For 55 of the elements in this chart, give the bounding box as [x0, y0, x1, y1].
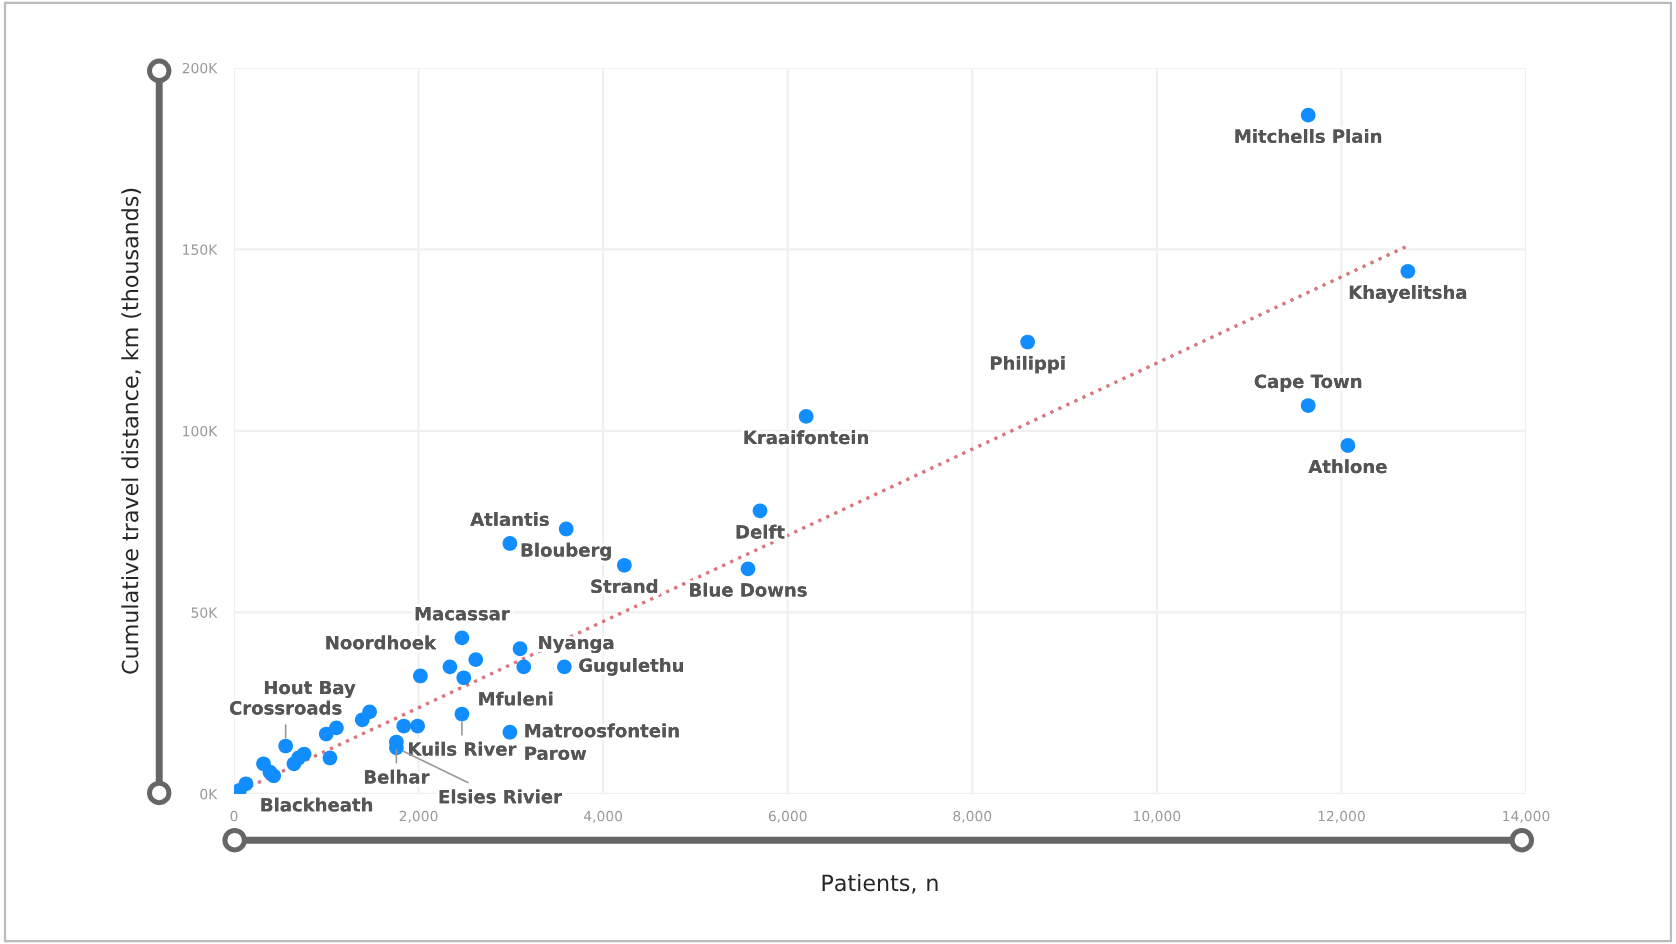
- point: [454, 706, 470, 722]
- annotation: Mitchells Plain: [1235, 129, 1382, 144]
- point: [752, 503, 768, 519]
- annotation: Macassar: [415, 607, 510, 621]
- annotation: Crossroads: [229, 700, 342, 715]
- annotation: Belhar: [364, 769, 430, 784]
- x-axis-title: Patients, n: [822, 874, 938, 894]
- point: [286, 756, 302, 772]
- point: [516, 659, 532, 675]
- point: [413, 668, 428, 684]
- point: [396, 718, 412, 734]
- annotation: Blouberg: [521, 542, 611, 561]
- annotation: Khayelitsha: [1349, 285, 1467, 303]
- point: [557, 659, 572, 675]
- annotation: Noordhoek: [326, 635, 437, 650]
- annotation: Delft: [736, 524, 785, 539]
- annotation: Philippi: [990, 355, 1065, 374]
- annotation: Matroosfontein: [525, 723, 679, 738]
- annotation: Elsies Rivier: [439, 789, 562, 804]
- point: [468, 652, 484, 667]
- y-axis-title: Cumulative travel distance, km (thousands): [121, 188, 142, 674]
- annotation: Kuils River: [409, 741, 517, 756]
- point: [558, 521, 574, 537]
- annotation: Blackheath: [261, 797, 373, 812]
- point: [1300, 107, 1316, 123]
- point: [354, 712, 370, 728]
- annotation: Parow: [525, 746, 587, 761]
- annotation: Kraaifontein: [744, 430, 868, 445]
- point: [456, 670, 472, 686]
- point: [740, 561, 756, 577]
- point: [322, 750, 338, 766]
- point: [512, 641, 528, 657]
- point: [318, 726, 334, 742]
- annotation: Strand: [591, 579, 658, 594]
- annotation: Mfuleni: [479, 691, 553, 706]
- annotation: Gugulethu: [579, 658, 683, 676]
- point: [410, 718, 425, 734]
- point: [617, 557, 632, 573]
- point: [238, 776, 254, 792]
- annotation: Cape Town: [1254, 374, 1362, 392]
- point: [1340, 438, 1356, 453]
- point: [502, 724, 518, 740]
- point: [798, 409, 814, 424]
- point: [454, 630, 470, 646]
- point: [1020, 334, 1035, 350]
- annotation: Blue Downs: [690, 582, 807, 597]
- point: [442, 659, 458, 675]
- point: [278, 738, 293, 754]
- point: [1400, 263, 1416, 279]
- point: [1300, 398, 1316, 413]
- point: [502, 536, 518, 551]
- annotation: Nyanga: [539, 635, 614, 653]
- annotation: Atlantis: [470, 512, 549, 527]
- annotation: Hout Bay: [264, 680, 356, 698]
- annotation: Athlone: [1308, 459, 1387, 474]
